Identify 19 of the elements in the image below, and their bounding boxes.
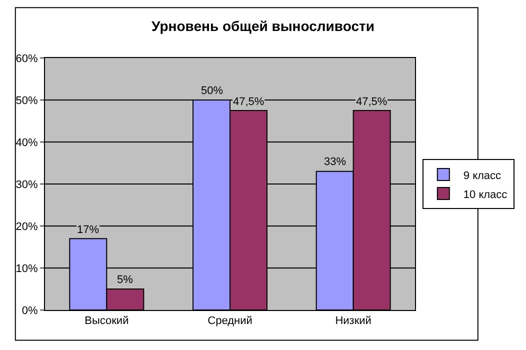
y-tick-label: 50%	[16, 94, 38, 107]
data-label: 5%	[117, 274, 134, 286]
y-tick-label: 40%	[16, 136, 38, 149]
data-label: 33%	[324, 156, 346, 168]
legend-label: 9 класс	[463, 170, 502, 182]
legend-label: 10 класс	[463, 188, 508, 201]
x-tick-label: Низкий	[335, 315, 372, 328]
chart-title: Урновень общей выносливости	[152, 18, 374, 34]
data-label: 47,5%	[356, 96, 388, 108]
data-label: 47,5%	[233, 96, 264, 108]
y-tick-label: 60%	[16, 52, 38, 65]
data-label: 50%	[201, 85, 224, 97]
x-tick-label: Средний	[208, 315, 252, 328]
y-tick-label: 0%	[22, 304, 38, 317]
y-tick-label: 30%	[16, 178, 38, 191]
x-tick-label: Высокий	[84, 315, 129, 328]
y-tick-label: 20%	[16, 220, 38, 233]
data-label: 17%	[77, 224, 100, 236]
y-tick-label: 10%	[16, 262, 38, 275]
